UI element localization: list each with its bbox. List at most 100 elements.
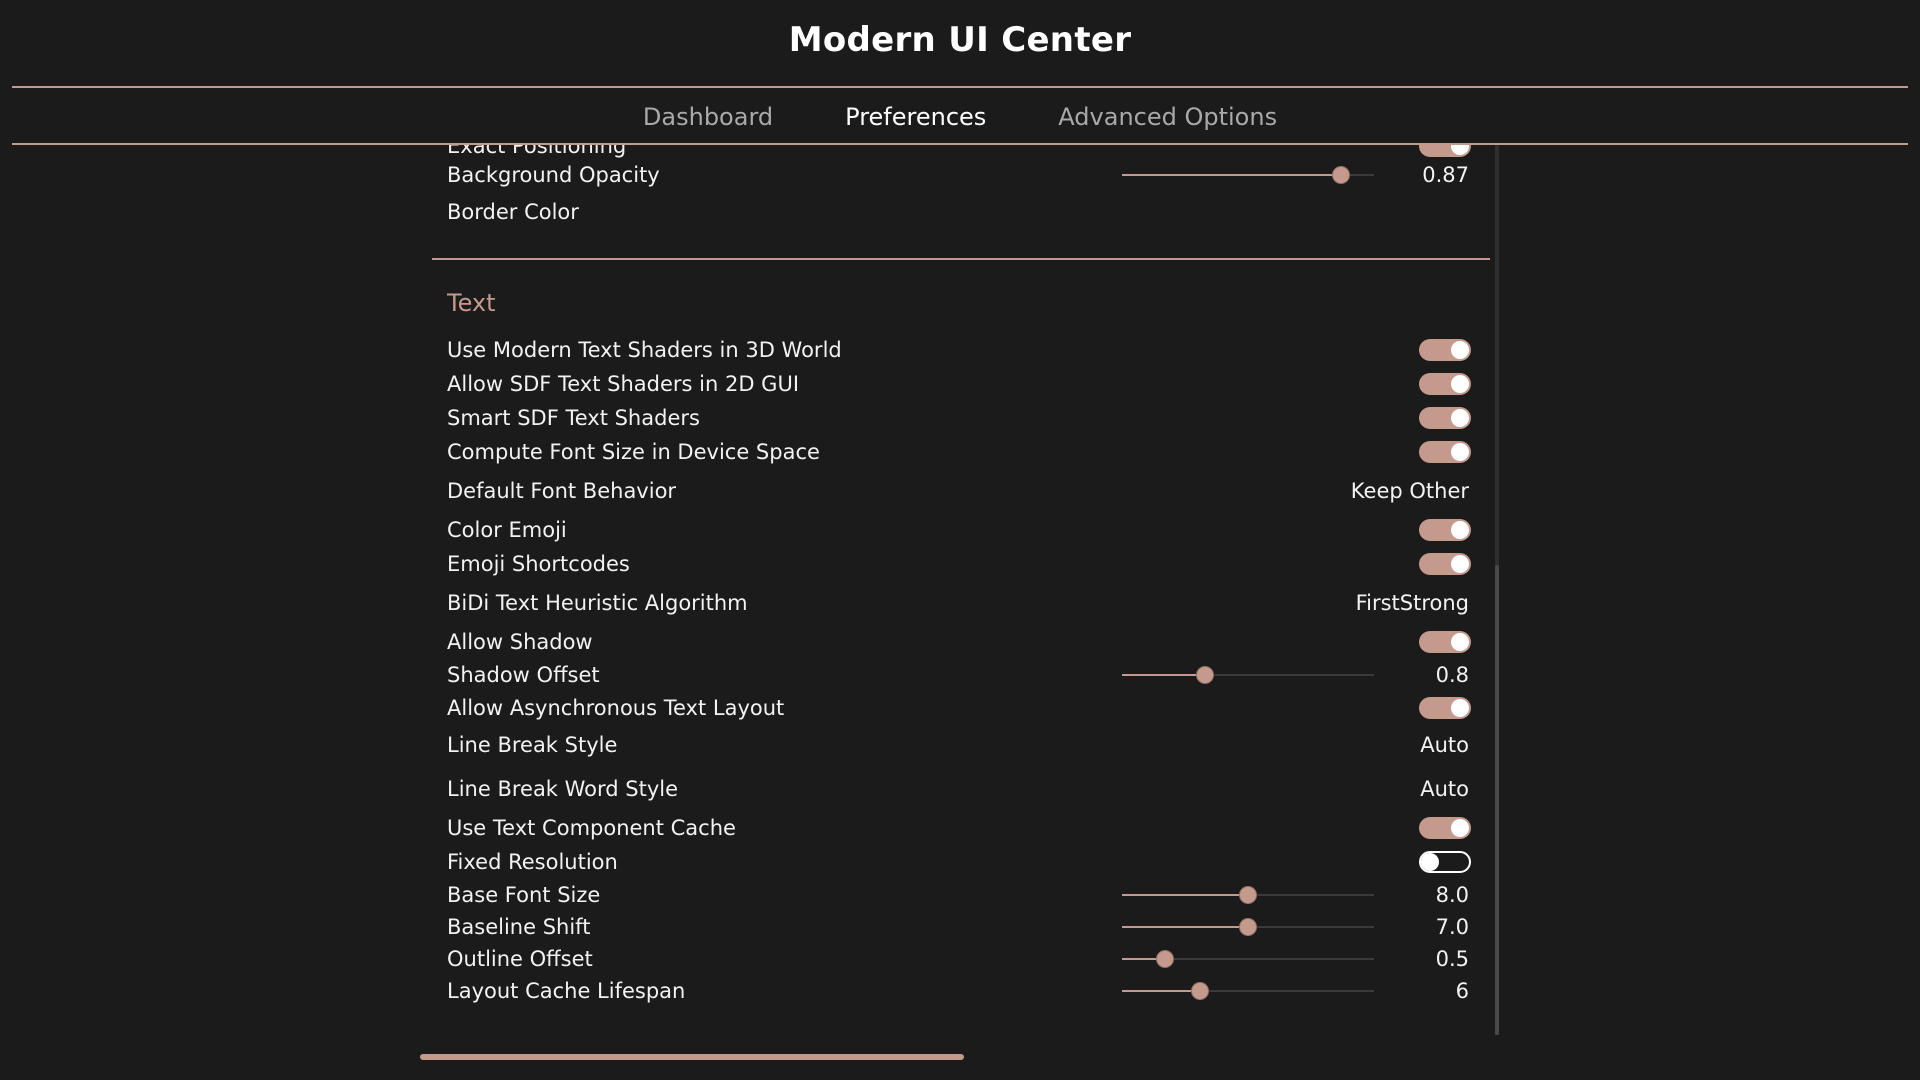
setting-label: Allow Shadow xyxy=(447,630,593,654)
default-font-behavior-select[interactable]: Keep Other xyxy=(1350,479,1469,503)
vertical-scrollbar[interactable] xyxy=(1495,145,1499,1035)
setting-label: Exact Positioning xyxy=(447,145,627,158)
tab-dashboard[interactable]: Dashboard xyxy=(642,103,774,131)
tab-advanced-options[interactable]: Advanced Options xyxy=(1058,103,1278,131)
app-title: Modern UI Center xyxy=(788,20,1132,60)
slider-fill xyxy=(1122,926,1248,928)
setting-row-emoji-shortcodes: Emoji Shortcodes xyxy=(447,549,1487,579)
setting-label: Color Emoji xyxy=(447,518,567,542)
slider-fill xyxy=(1122,958,1165,960)
background-opacity-slider[interactable] xyxy=(1122,166,1374,184)
vertical-scrollbar-thumb[interactable] xyxy=(1495,565,1499,1035)
line-break-word-style-select[interactable]: Auto xyxy=(1420,777,1469,801)
section-divider xyxy=(432,258,1490,260)
setting-value: 8.0 xyxy=(1435,883,1469,907)
emoji-shortcodes-toggle[interactable] xyxy=(1419,553,1471,575)
layout-cache-lifespan-slider[interactable] xyxy=(1122,982,1374,1000)
shadow-offset-slider[interactable] xyxy=(1122,666,1374,684)
tab-bar: Dashboard Preferences Advanced Options xyxy=(0,94,1920,140)
setting-row-default-font-behavior[interactable]: Default Font Behavior Keep Other xyxy=(447,476,1487,506)
header-divider xyxy=(12,86,1908,88)
baseline-shift-slider[interactable] xyxy=(1122,918,1374,936)
toggle-knob xyxy=(1451,555,1469,573)
bidi-algorithm-select[interactable]: FirstStrong xyxy=(1355,591,1469,615)
toggle-knob xyxy=(1451,699,1469,717)
sdf-2d-gui-toggle[interactable] xyxy=(1419,373,1471,395)
fixed-resolution-toggle[interactable] xyxy=(1419,851,1471,873)
setting-row-border-color[interactable]: Border Color xyxy=(447,197,1487,227)
base-font-size-slider[interactable] xyxy=(1122,886,1374,904)
setting-row-outline-offset: Outline Offset 0.5 xyxy=(447,944,1487,974)
exact-positioning-toggle[interactable] xyxy=(1419,145,1471,157)
line-break-style-select[interactable]: Auto xyxy=(1420,733,1469,757)
setting-value: 0.87 xyxy=(1422,163,1469,187)
setting-label: Allow SDF Text Shaders in 2D GUI xyxy=(447,372,800,396)
slider-thumb[interactable] xyxy=(1332,166,1351,184)
slider-thumb[interactable] xyxy=(1196,666,1215,684)
setting-row-baseline-shift: Baseline Shift 7.0 xyxy=(447,912,1487,942)
tab-preferences[interactable]: Preferences xyxy=(845,103,987,131)
setting-label: Line Break Word Style xyxy=(447,777,679,801)
slider-fill xyxy=(1122,174,1342,176)
toggle-knob xyxy=(1451,521,1469,539)
setting-row-line-break-style[interactable]: Line Break Style Auto xyxy=(447,730,1487,760)
color-emoji-toggle[interactable] xyxy=(1419,519,1471,541)
font-device-space-toggle[interactable] xyxy=(1419,441,1471,463)
allow-shadow-toggle[interactable] xyxy=(1419,631,1471,653)
setting-value: 0.8 xyxy=(1435,663,1469,687)
setting-row-color-emoji: Color Emoji xyxy=(447,515,1487,545)
horizontal-scrollbar-thumb[interactable] xyxy=(420,1054,964,1060)
setting-label: Default Font Behavior xyxy=(447,479,677,503)
slider-thumb[interactable] xyxy=(1191,982,1210,1000)
setting-label: BiDi Text Heuristic Algorithm xyxy=(447,591,748,615)
setting-row-background-opacity: Background Opacity 0.87 xyxy=(447,160,1487,190)
setting-label: Smart SDF Text Shaders xyxy=(447,406,700,430)
setting-label: Allow Asynchronous Text Layout xyxy=(447,696,785,720)
setting-label: Use Modern Text Shaders in 3D World xyxy=(447,338,842,362)
setting-label: Baseline Shift xyxy=(447,915,591,939)
slider-thumb[interactable] xyxy=(1239,886,1257,904)
toggle-knob xyxy=(1451,341,1469,359)
toggle-knob xyxy=(1451,375,1469,393)
setting-label: Layout Cache Lifespan xyxy=(447,979,686,1003)
setting-row-allow-shadow: Allow Shadow xyxy=(447,627,1487,657)
toggle-knob xyxy=(1451,633,1469,651)
slider-thumb[interactable] xyxy=(1239,918,1257,936)
setting-row-smart-sdf: Smart SDF Text Shaders xyxy=(447,403,1487,433)
setting-label: Line Break Style xyxy=(447,733,618,757)
async-layout-toggle[interactable] xyxy=(1419,697,1471,719)
setting-row-line-break-word-style[interactable]: Line Break Word Style Auto xyxy=(447,774,1487,804)
setting-row-bidi-algorithm[interactable]: BiDi Text Heuristic Algorithm FirstStron… xyxy=(447,588,1487,618)
setting-value: 6 xyxy=(1455,979,1469,1003)
section-title-text: Text xyxy=(447,289,496,317)
setting-row-layout-cache-lifespan: Layout Cache Lifespan 6 xyxy=(447,976,1487,1006)
setting-label: Border Color xyxy=(447,200,579,224)
setting-row-async-layout: Allow Asynchronous Text Layout xyxy=(447,693,1487,723)
toggle-knob xyxy=(1451,819,1469,837)
toggle-knob xyxy=(1451,145,1469,155)
outline-offset-slider[interactable] xyxy=(1122,950,1374,968)
slider-thumb[interactable] xyxy=(1155,950,1174,968)
setting-label: Outline Offset xyxy=(447,947,593,971)
setting-row-modern-text-shaders: Use Modern Text Shaders in 3D World xyxy=(447,335,1487,365)
toggle-knob xyxy=(1421,853,1439,871)
modern-text-shaders-toggle[interactable] xyxy=(1419,339,1471,361)
setting-row-sdf-2d-gui: Allow SDF Text Shaders in 2D GUI xyxy=(447,369,1487,399)
setting-row-shadow-offset: Shadow Offset 0.8 xyxy=(447,660,1487,690)
setting-label: Fixed Resolution xyxy=(447,850,618,874)
setting-label: Compute Font Size in Device Space xyxy=(447,440,820,464)
setting-row-fixed-resolution: Fixed Resolution xyxy=(447,847,1487,877)
setting-row-text-component-cache: Use Text Component Cache xyxy=(447,813,1487,843)
smart-sdf-toggle[interactable] xyxy=(1419,407,1471,429)
setting-value: 7.0 xyxy=(1435,915,1469,939)
settings-scroll-area[interactable]: Exact Positioning Background Opacity 0.8… xyxy=(420,145,1490,1040)
setting-row-font-device-space: Compute Font Size in Device Space xyxy=(447,437,1487,467)
text-component-cache-toggle[interactable] xyxy=(1419,817,1471,839)
setting-label: Emoji Shortcodes xyxy=(447,552,630,576)
slider-fill xyxy=(1122,894,1248,896)
setting-value: 0.5 xyxy=(1435,947,1469,971)
setting-row-base-font-size: Base Font Size 8.0 xyxy=(447,880,1487,910)
setting-label: Shadow Offset xyxy=(447,663,600,687)
tabs-divider xyxy=(12,143,1908,145)
